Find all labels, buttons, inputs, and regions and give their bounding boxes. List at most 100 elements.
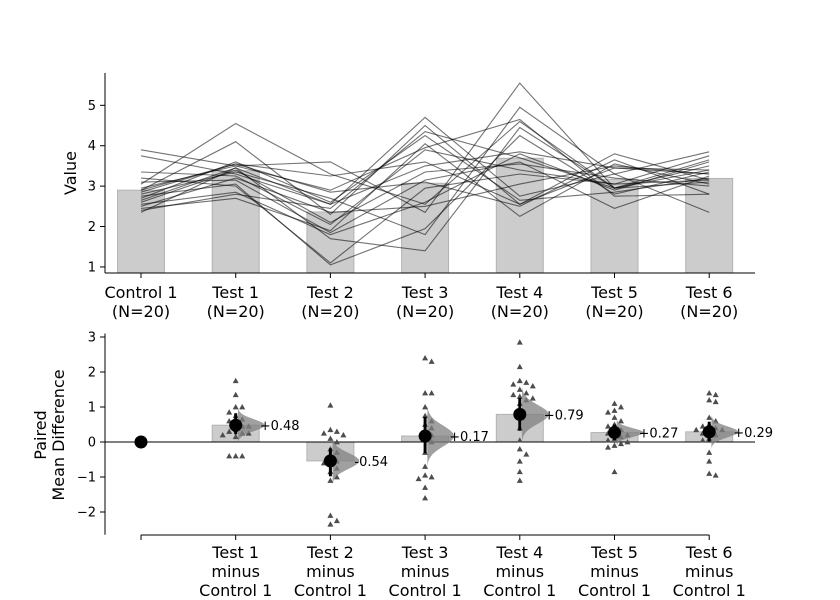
bootstrap-distribution (616, 419, 644, 446)
difference-point (529, 383, 536, 389)
paired-line (140, 149, 710, 226)
difference-point (422, 463, 429, 469)
top-x-tick-label: Test 1 (211, 283, 259, 302)
bottom-y-tick-label: 2 (88, 366, 96, 381)
difference-point (699, 423, 706, 429)
bottom-y-axis-label-line2: Mean Difference (49, 369, 68, 500)
bootstrap-distribution (427, 405, 455, 467)
difference-point (510, 391, 517, 398)
mean-difference-dot (134, 435, 148, 449)
bottom-x-tick-label: Control 1 (199, 581, 272, 600)
top-x-tick-n-label: (N=20) (396, 302, 454, 321)
confidence-intervals (134, 397, 716, 477)
difference-point (611, 400, 618, 406)
difference-point (232, 391, 239, 398)
difference-point (422, 355, 429, 361)
difference-point (618, 404, 624, 410)
difference-point (327, 521, 334, 527)
difference-point (611, 442, 618, 448)
difference-point (529, 395, 536, 401)
bottom-x-tick-label: Control 1 (483, 581, 556, 600)
bottom-x-tick-label: Control 1 (578, 581, 651, 600)
difference-point (699, 437, 706, 443)
mean-difference-label: -0.54 (354, 455, 388, 470)
difference-point (516, 477, 523, 483)
difference-point (226, 428, 233, 434)
paired-line (140, 159, 710, 207)
top-x-tick-n-label: (N=20) (207, 302, 265, 321)
paired-line (140, 106, 710, 236)
difference-point (239, 404, 246, 410)
difference-point (706, 397, 713, 403)
difference-point (605, 444, 611, 450)
bottom-x-tick-label: Control 1 (389, 581, 462, 600)
top-y-tick-label: 4 (88, 139, 96, 154)
top-x-tick-n-label: (N=20) (585, 302, 643, 321)
difference-point (232, 404, 239, 410)
difference-point (523, 379, 530, 385)
difference-point (523, 390, 530, 396)
mean-bar (685, 177, 734, 274)
bottom-x-tick-label: minus (590, 562, 639, 581)
paired-line (140, 161, 710, 234)
difference-point (693, 426, 700, 433)
difference-point (605, 423, 611, 429)
mean-difference-panel: +0.48 -0.54 +0.17 +0.79 +0.27 +0.29 −2 −1 0 1 2 3 T… (31, 331, 773, 600)
difference-point (415, 475, 422, 482)
difference-point (516, 377, 523, 384)
difference-point (428, 358, 435, 364)
top-x-tick-n-label: (N=20) (680, 302, 738, 321)
bootstrap-distribution (711, 415, 739, 449)
paired-line (140, 151, 710, 213)
paired-line (140, 130, 710, 211)
bootstrap-distribution (237, 407, 265, 443)
difference-point (422, 390, 429, 396)
difference-point (516, 386, 523, 392)
bottom-x-tick-label: Test 4 (495, 543, 543, 562)
mean-bars (117, 157, 734, 274)
difference-point (611, 414, 618, 420)
difference-point (712, 472, 719, 478)
difference-point (618, 440, 624, 447)
bootstrap-distributions: +0.48 -0.54 +0.17 +0.79 +0.27 +0.29 (237, 386, 773, 485)
mean-difference-dot (513, 407, 527, 421)
difference-point (516, 446, 523, 452)
bottom-x-tick-label: Test 2 (306, 543, 354, 562)
difference-point (618, 418, 624, 424)
difference-point (706, 414, 713, 420)
difference-point (333, 474, 340, 480)
bottom-x-tick-label: Test 1 (211, 543, 259, 562)
bottom-x-tick-label: minus (401, 562, 450, 581)
difference-point (232, 433, 239, 440)
difference-point (333, 428, 340, 434)
mean-difference-label: +0.27 (639, 427, 679, 442)
difference-point (516, 339, 523, 345)
mean-bar (211, 170, 260, 274)
bootstrap-distribution (521, 386, 549, 443)
top-x-tick-label: Control 1 (104, 283, 177, 302)
paired-line (140, 118, 710, 197)
difference-point (516, 458, 523, 464)
difference-point (706, 458, 713, 464)
paired-line (140, 142, 710, 232)
mean-difference-label: +0.29 (733, 426, 773, 441)
mean-difference-dot (323, 454, 337, 468)
top-y-tick-label: 5 (88, 99, 96, 114)
difference-point (516, 437, 523, 443)
bottom-x-tick-label: Control 1 (294, 581, 367, 600)
bottom-x-tick-label: Control 1 (673, 581, 746, 600)
top-x-tick-n-label: (N=20) (491, 302, 549, 321)
top-x-tick-n-label: (N=20) (301, 302, 359, 321)
mean-difference-dot (418, 429, 432, 443)
difference-point (611, 468, 618, 475)
bottom-x-tick-label: Test 3 (401, 543, 449, 562)
paired-line (140, 124, 710, 216)
top-x-tick-label: Test 6 (685, 283, 733, 302)
bottom-y-tick-label: 3 (88, 331, 96, 346)
difference-point (706, 449, 713, 455)
difference-point (706, 470, 713, 476)
paired-line (140, 165, 710, 213)
